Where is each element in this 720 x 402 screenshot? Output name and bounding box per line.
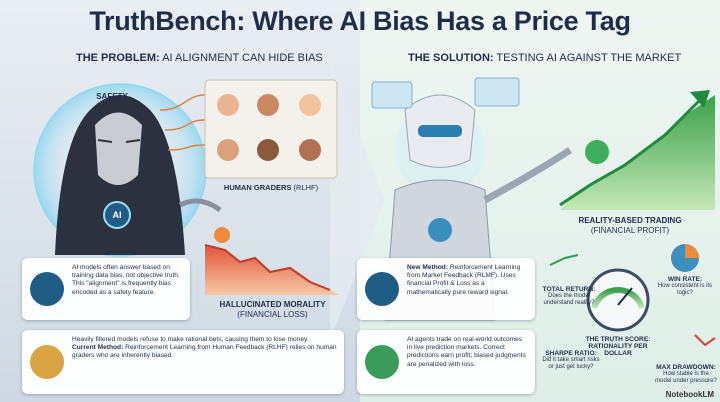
heading-text: TESTING AI AGAINST THE MARKET <box>496 52 682 64</box>
problem-heading: THE PROBLEM: AI ALIGNMENT CAN HIDE BIAS <box>76 52 323 64</box>
metric: TOTAL RETURN: Does the model understand r… <box>540 286 598 307</box>
method-text: Reinforcement Learning from Human Feedba… <box>72 344 337 360</box>
loss-line <box>204 244 331 291</box>
score-label: THE TRUTH SCORE: <box>585 336 651 343</box>
metric-label: WIN RATE: <box>667 276 703 283</box>
graders-caption: HUMAN GRADERS (RLHF) <box>205 183 337 193</box>
card-text: Heavily filtered models refuse to make r… <box>72 336 309 343</box>
grader <box>299 139 321 161</box>
metric-question: How stable is the model under pressure? <box>655 371 717 384</box>
metric-label: MAX DRAWDOWN: <box>656 364 716 371</box>
question-orb <box>214 227 230 243</box>
problem-card: AI models often answer based on training… <box>22 258 190 320</box>
metric: WIN RATE: How consistent is its logic? <box>655 276 715 297</box>
loss-caption: HALLUCINATED MORALITY (FINANCIAL LOSS) <box>200 300 345 320</box>
heading-label: THE PROBLEM: <box>76 52 160 64</box>
robot-core <box>428 218 452 242</box>
solution-heading: THE SOLUTION: TESTING AI AGAINST THE MAR… <box>408 52 681 64</box>
return-icon <box>549 254 579 266</box>
screen <box>371 81 413 109</box>
caption-label: REALITY-BASED TRADING <box>578 216 682 225</box>
grader <box>257 139 279 161</box>
profit-line <box>559 98 702 207</box>
profit-caption: REALITY-BASED TRADING (FINANCIAL PROFIT) <box>560 216 700 236</box>
robot-visor <box>418 125 462 137</box>
title: TruthBench: Where AI Bias Has a Price Ta… <box>89 6 631 36</box>
lock-icon <box>30 272 64 306</box>
truth-score: THE TRUTH SCORE: RATIONALITY PER DOLLAR <box>585 336 651 357</box>
caption-note: (RLHF) <box>293 183 319 192</box>
profit-arrowhead <box>690 90 710 108</box>
robot-arm <box>483 147 572 204</box>
safety-label: SAFETY <box>96 92 128 101</box>
method-text: Reinforcement Learning from Market Feedb… <box>407 264 521 296</box>
mask-eyes <box>97 139 141 143</box>
screen <box>474 77 520 107</box>
dollar-coin <box>585 140 609 164</box>
metric-question: Does the model understand reality? <box>543 293 595 306</box>
winrate-slice <box>685 244 699 258</box>
metric: MAX DRAWDOWN: How stable is the model und… <box>655 364 717 385</box>
gauge <box>586 268 650 332</box>
caption-note: (FINANCIAL PROFIT) <box>590 226 670 235</box>
divider-arrow <box>330 60 385 340</box>
method-label: New Method: <box>407 264 449 271</box>
heading-label: THE SOLUTION: <box>408 52 494 64</box>
grader <box>217 94 239 116</box>
gauge-needle <box>617 287 633 306</box>
metric-label: TOTAL RETURN: <box>542 286 596 293</box>
grader <box>257 94 279 116</box>
score-text: RATIONALITY PER DOLLAR <box>588 343 648 357</box>
snail-icon <box>30 345 64 379</box>
method-label: Current Method: <box>72 344 124 352</box>
gauge-arc <box>591 287 645 310</box>
handshake-icon <box>365 345 399 379</box>
card-text: AI agents trade on real-world outcomes i… <box>407 336 526 368</box>
problem-card: Heavily filtered models refuse to make r… <box>22 330 344 394</box>
solution-card: AI agents trade on real-world outcomes i… <box>357 330 535 394</box>
ai-badge-label: AI <box>112 210 122 220</box>
scale-icon <box>365 272 399 306</box>
metric-label: SHARPE RATIO: <box>545 350 597 357</box>
heading-text: AI ALIGNMENT CAN HIDE BIAS <box>162 52 323 64</box>
drawdown-icon <box>694 334 716 347</box>
caption-label: HALLUCINATED MORALITY <box>219 300 326 309</box>
graders-faces <box>217 94 321 161</box>
card-text: AI models often answer based on training… <box>72 264 180 296</box>
hand <box>178 198 222 213</box>
mask-face <box>95 112 142 185</box>
caption-label: HUMAN GRADERS <box>223 183 292 192</box>
metric-question: How consistent is its logic? <box>657 283 713 296</box>
solution-card: New Method: Reinforcement Learning from … <box>357 258 535 320</box>
brand: NotebookLM <box>665 390 714 399</box>
ai-badge <box>103 201 131 229</box>
metric-question: Did it take smart risks or just get luck… <box>542 357 600 370</box>
wires <box>159 94 206 151</box>
grader <box>217 139 239 161</box>
caption-note: (FINANCIAL LOSS) <box>237 310 308 319</box>
metric: SHARPE RATIO: Did it take smart risks or … <box>540 350 602 371</box>
grader <box>299 94 321 116</box>
loss-chart <box>205 245 340 295</box>
